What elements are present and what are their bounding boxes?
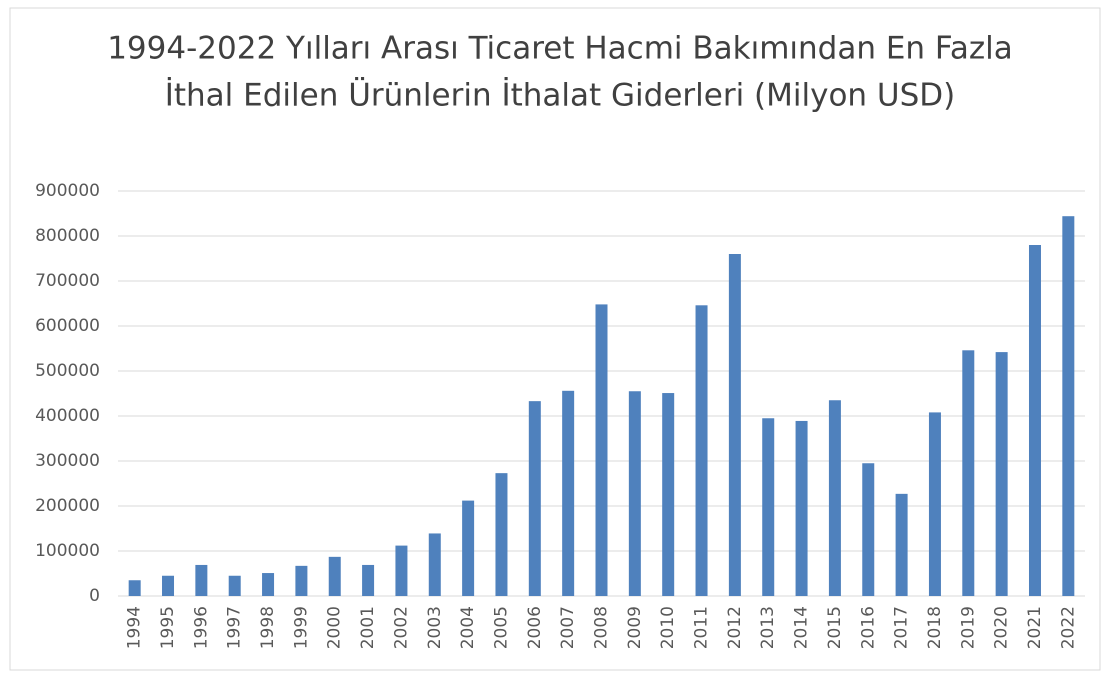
bar <box>1028 245 1041 596</box>
bar <box>628 391 641 596</box>
bar <box>195 564 208 596</box>
x-tick-label: 1999 <box>291 606 311 649</box>
bar <box>795 420 808 596</box>
x-tick-label: 2007 <box>558 606 578 649</box>
bar <box>862 463 875 596</box>
bar <box>895 493 908 596</box>
y-tick-label: 500000 <box>35 361 100 381</box>
bar <box>562 390 575 596</box>
y-tick-label: 800000 <box>35 226 100 246</box>
x-tick-label: 2000 <box>325 606 345 649</box>
bar <box>295 565 308 596</box>
bar <box>462 500 475 596</box>
x-tick-label: 2020 <box>992 606 1012 649</box>
x-tick-label: 2016 <box>858 606 878 649</box>
x-tick-label: 2006 <box>525 606 545 649</box>
x-tick-label: 2011 <box>692 606 712 649</box>
bar <box>495 473 508 596</box>
x-tick-label: 2019 <box>958 606 978 649</box>
bar <box>128 580 141 596</box>
chart-title: 1994-2022 Yılları Arası Ticaret Hacmi Ba… <box>107 31 1013 67</box>
x-tick-label: 2022 <box>1058 606 1078 649</box>
bar <box>328 556 341 596</box>
y-tick-label: 300000 <box>35 451 100 471</box>
chart-title: İthal Edilen Ürünlerin İthalat Giderleri… <box>165 77 956 114</box>
x-tick-label: 1994 <box>125 606 145 649</box>
x-tick-label: 2013 <box>758 606 778 649</box>
x-tick-label: 1996 <box>191 606 211 649</box>
x-tick-label: 2003 <box>425 606 445 649</box>
bar <box>595 304 608 596</box>
bar <box>828 400 841 596</box>
bar <box>162 575 175 596</box>
bar <box>1062 216 1075 596</box>
bar <box>762 418 775 596</box>
y-tick-label: 100000 <box>35 541 100 561</box>
bar <box>428 533 441 596</box>
bar <box>262 573 275 596</box>
bar <box>995 352 1008 596</box>
x-tick-label: 2001 <box>358 606 378 649</box>
bar <box>662 393 675 596</box>
bar <box>728 254 741 596</box>
x-tick-label: 2021 <box>1025 606 1045 649</box>
x-tick-label: 2009 <box>625 606 645 649</box>
y-tick-label: 900000 <box>35 181 100 201</box>
y-tick-label: 600000 <box>35 316 100 336</box>
x-tick-label: 1995 <box>158 606 178 649</box>
bar <box>962 350 975 596</box>
x-tick-label: 2018 <box>925 606 945 649</box>
bar <box>695 305 708 596</box>
bar <box>228 575 241 596</box>
bar <box>362 564 375 596</box>
x-tick-label: 2012 <box>725 606 745 649</box>
x-tick-label: 2005 <box>491 606 511 649</box>
bar <box>395 545 408 596</box>
y-tick-label: 0 <box>89 586 100 606</box>
x-tick-label: 2015 <box>825 606 845 649</box>
x-tick-label: 2010 <box>658 606 678 649</box>
x-tick-label: 1998 <box>258 606 278 649</box>
x-tick-label: 2008 <box>592 606 612 649</box>
y-tick-label: 200000 <box>35 496 100 516</box>
x-tick-label: 2004 <box>458 606 478 649</box>
x-tick-label: 2014 <box>792 606 812 649</box>
y-tick-label: 400000 <box>35 406 100 426</box>
bar <box>928 412 941 596</box>
chart-border <box>9 7 1101 671</box>
bar <box>528 401 541 596</box>
x-tick-label: 2002 <box>391 606 411 649</box>
x-tick-label: 1997 <box>225 606 245 649</box>
y-tick-label: 700000 <box>35 271 100 291</box>
x-tick-label: 2017 <box>892 606 912 649</box>
